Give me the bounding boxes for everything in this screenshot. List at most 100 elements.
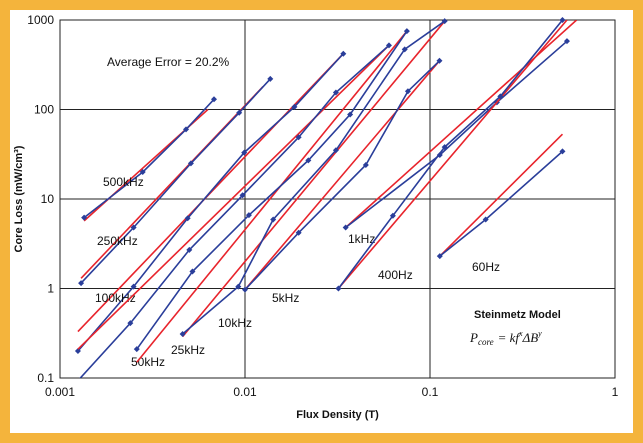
y-tick-label: 10 [41, 192, 55, 206]
data-point [139, 169, 146, 176]
data-point [291, 103, 298, 110]
data-point [267, 75, 274, 82]
data-point [436, 253, 443, 260]
data-point [335, 285, 342, 292]
model-line-25kHz [136, 30, 408, 363]
measured-line-50kHz [79, 44, 390, 378]
series-label-60Hz: 60Hz [472, 260, 500, 274]
model-line-5kHz [244, 60, 441, 291]
data-point [559, 148, 566, 155]
series-5kHz [244, 60, 441, 291]
x-tick-label: 0.1 [422, 385, 439, 399]
data-point [211, 96, 218, 103]
model-line-50kHz [77, 44, 390, 350]
data-point [482, 216, 489, 223]
data-point [362, 161, 369, 168]
series-label-500kHz: 500kHz [103, 175, 144, 189]
data-point [187, 160, 194, 167]
measured-line-100kHz [77, 53, 344, 352]
series-label-400Hz: 400Hz [378, 268, 413, 282]
data-point [436, 57, 443, 64]
data-point [74, 348, 81, 355]
series-25kHz [136, 30, 408, 363]
data-point [404, 88, 411, 95]
data-point [270, 216, 277, 223]
measured-line-500kHz [83, 98, 215, 219]
data-point [242, 286, 248, 293]
series-10kHz [181, 20, 446, 338]
y-axis-title: Core Loss (mW/cm³) [13, 145, 25, 252]
series-label-250kHz: 250kHz [97, 234, 138, 248]
measured-line-10kHz [182, 20, 446, 335]
data-point [245, 212, 252, 219]
data-point [295, 134, 302, 141]
series-label-50kHz: 50kHz [131, 355, 165, 369]
plot-border [59, 19, 616, 379]
eq-p: P [469, 330, 478, 345]
series-50kHz [77, 44, 390, 378]
x-tick-label: 1 [612, 385, 619, 399]
x-axis-title: Flux Density (T) [296, 409, 379, 421]
data-point [179, 331, 186, 338]
data-point [332, 147, 339, 154]
series-60Hz [439, 133, 564, 257]
series-100kHz [77, 53, 344, 352]
data-point [130, 283, 137, 290]
tick-labels: 0.001 0.01 0.1 1 0.1 1 10 100 1000 [27, 13, 618, 399]
data-point [239, 192, 246, 199]
model-line-1kHz [345, 20, 578, 229]
data-point [347, 111, 354, 118]
data-point [441, 18, 448, 25]
eq-sub: core [478, 337, 494, 347]
eq-delta: ΔB [522, 330, 539, 345]
eq-x: x [518, 329, 523, 338]
series-label-100kHz: 100kHz [95, 291, 136, 305]
steinmetz-equation: Pcore = kfxΔBy [469, 329, 542, 347]
data-point [441, 144, 448, 151]
series-label-1kHz: 1kHz [348, 232, 375, 246]
y-tick-label: 1000 [27, 13, 54, 27]
series-label-25kHz: 25kHz [171, 343, 205, 357]
series-1kHz [345, 20, 578, 229]
data-point [184, 215, 191, 222]
grid [60, 20, 615, 378]
data-point [401, 46, 408, 53]
x-tick-label: 0.01 [233, 385, 257, 399]
data-point [127, 320, 134, 327]
model-line-10kHz [181, 20, 446, 338]
data-point [389, 212, 396, 219]
data-point [332, 89, 339, 96]
data-point [342, 224, 349, 231]
measured-line-60Hz [439, 150, 564, 257]
series-label-10kHz: 10kHz [218, 316, 252, 330]
data-point [295, 229, 302, 236]
data-point [385, 42, 392, 49]
data-point [81, 214, 88, 221]
x-tick-label: 0.001 [45, 385, 75, 399]
data-point [563, 38, 570, 45]
series-layer: 500kHz 250kHz 100kHz 50kHz 25kHz 10kHz 5kHz 1kH… [74, 17, 578, 378]
series-label-5kHz: 5kHz [272, 291, 299, 305]
measured-line-25kHz [136, 30, 408, 350]
y-tick-label: 100 [34, 103, 54, 117]
data-point [130, 224, 137, 231]
data-point [305, 157, 312, 164]
model-title: Steinmetz Model [474, 309, 561, 321]
data-point [189, 268, 196, 275]
data-point [559, 17, 566, 23]
data-point [235, 283, 242, 290]
model-line-400Hz [337, 20, 568, 290]
data-point [183, 126, 190, 133]
data-point [403, 28, 410, 35]
data-point [497, 93, 504, 100]
eq-rhs: = kf [498, 330, 522, 345]
data-point [241, 149, 248, 156]
average-error-annotation: Average Error = 20.2% [107, 55, 230, 69]
data-point [186, 246, 193, 253]
data-point [236, 109, 243, 116]
measured-line-1kHz [345, 40, 568, 229]
data-point [340, 50, 347, 57]
eq-y: y [537, 329, 542, 338]
data-point [78, 280, 85, 287]
